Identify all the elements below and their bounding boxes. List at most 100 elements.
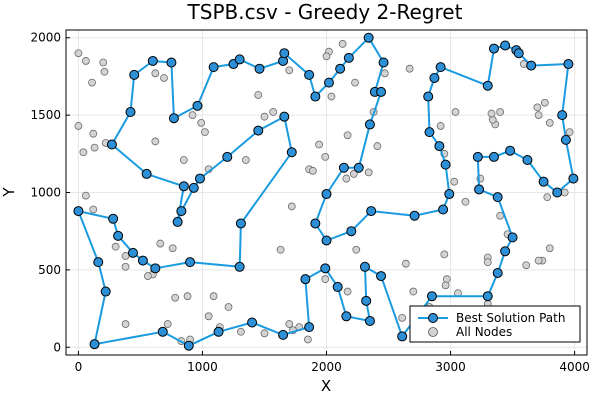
solution-path-point (213, 326, 224, 337)
solution-path-point (279, 48, 290, 59)
node-point (151, 69, 160, 78)
solution-path-point (364, 119, 375, 130)
node-point (224, 303, 233, 311)
node-point (534, 111, 543, 120)
solution-path-point (150, 263, 161, 274)
node-point (436, 122, 445, 130)
node-point (543, 193, 552, 202)
solution-path-point (89, 339, 100, 350)
solution-path-point (361, 295, 372, 306)
node-point (89, 205, 98, 214)
node-point (450, 177, 459, 186)
legend-box (409, 305, 581, 343)
node-point (188, 111, 197, 120)
node-point (89, 129, 98, 138)
solution-path-point (424, 127, 435, 138)
node-point (285, 320, 294, 328)
legend-marker-nodes (428, 327, 438, 337)
y-tick-label: 2000 (30, 31, 61, 45)
solution-path-point (335, 63, 346, 74)
node-point (99, 58, 108, 67)
solution-path-point (279, 111, 290, 122)
solution-path-point (137, 255, 148, 266)
node-point (81, 57, 90, 65)
node-point (111, 242, 120, 251)
node-point (276, 245, 285, 254)
solution-path-point (321, 189, 332, 200)
node-point (241, 156, 250, 164)
solution-path-point (125, 107, 136, 118)
node-point (163, 320, 172, 328)
solution-path-point (474, 184, 485, 195)
y-tick-label: 1000 (30, 186, 61, 200)
solution-path-point (435, 62, 446, 73)
solution-path-point (552, 187, 563, 198)
solution-path-point (286, 147, 297, 158)
chart-title: TSPB.csv - Greedy 2-Regret (187, 0, 463, 24)
node-point (364, 168, 373, 177)
x-tick-label: 0 (75, 360, 83, 374)
node-point (545, 118, 554, 127)
node-point (303, 335, 312, 344)
node-point (409, 287, 418, 296)
node-point (451, 108, 460, 116)
node-point (287, 202, 296, 211)
y-tick-label: 500 (38, 263, 61, 277)
solution-path-point (320, 263, 331, 274)
node-point (321, 275, 330, 284)
node-point (343, 287, 352, 296)
node-point (100, 67, 109, 76)
solution-path-point (157, 326, 168, 337)
y-tick-label: 1500 (30, 108, 61, 122)
node-point (74, 49, 83, 58)
solution-path-point (492, 192, 503, 203)
solution-path-point (323, 77, 334, 88)
solution-path-point (113, 230, 124, 241)
solution-path-point (513, 48, 524, 59)
solution-path-point (429, 72, 440, 83)
solution-path-point (482, 80, 493, 91)
plot-area (73, 32, 579, 351)
solution-path-point (341, 311, 352, 322)
node-point (545, 244, 554, 253)
solution-path-point (129, 69, 140, 80)
node-point (534, 256, 543, 265)
node-point (143, 272, 152, 280)
y-tick-label: 0 (53, 340, 61, 354)
x-axis-ticks: 0 1000 2000 3000 4000 (75, 351, 590, 374)
node-point (343, 131, 352, 140)
solution-path-point (304, 322, 315, 333)
solution-path-point (363, 32, 374, 43)
node-point (204, 312, 213, 321)
solution-path-line (77, 36, 575, 347)
node-point (338, 40, 347, 48)
node-point (441, 281, 450, 290)
node-point (121, 252, 130, 260)
node-point (308, 166, 317, 175)
node-point (160, 74, 168, 82)
x-tick-label: 1000 (187, 360, 218, 374)
solution-path-point (423, 91, 434, 102)
node-point (269, 108, 278, 116)
solution-path-point (434, 141, 445, 152)
solution-path-point (147, 55, 158, 66)
solution-path-point (332, 281, 343, 292)
node-point (540, 98, 549, 107)
solution-path-point (100, 286, 111, 297)
solution-path-point (176, 206, 187, 217)
node-point (171, 293, 180, 302)
node-point (461, 197, 470, 206)
node-point (121, 320, 130, 328)
node-point (442, 275, 451, 284)
solution-path-point (278, 329, 289, 340)
node-point (74, 122, 83, 130)
solution-path-point (253, 125, 264, 136)
y-axis-ticks: 0 500 1000 1500 2000 (30, 31, 70, 354)
solution-path-point (343, 52, 354, 63)
solution-path-point (222, 151, 233, 162)
solution-path-point (444, 189, 455, 200)
solution-path-point (568, 173, 579, 184)
node-point (327, 92, 336, 101)
node-point (322, 52, 331, 61)
